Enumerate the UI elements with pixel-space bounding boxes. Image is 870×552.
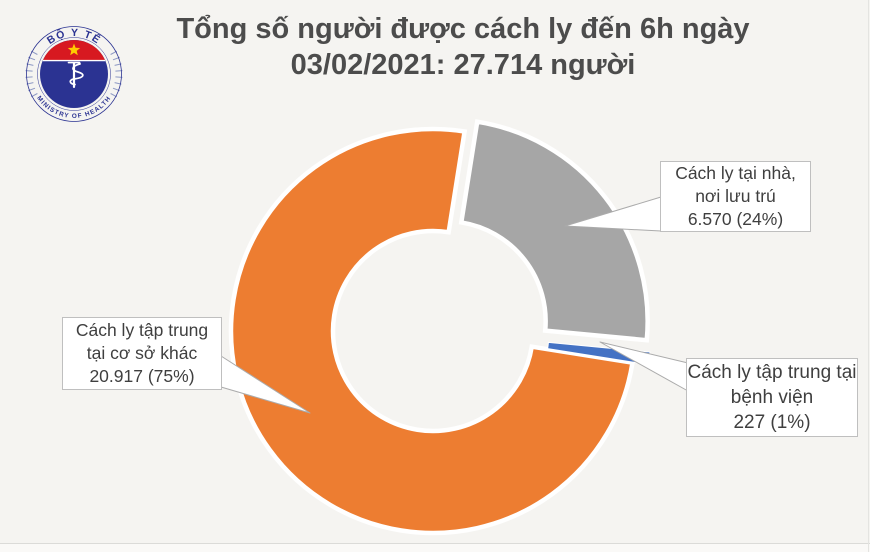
callout-home-line-1: Cách ly tại nhà,: [675, 162, 796, 183]
pie-slice-home: [458, 119, 650, 343]
page-title: Tổng số người được cách ly đến 6h ngày 0…: [56, 11, 870, 83]
callout-home-value: 6.570 (24%): [687, 209, 784, 230]
ministry-of-health-logo: BỘ Y TẾ MINISTRY OF HEALTH: [25, 26, 123, 122]
title-line-1: Tổng số người được cách ly đến 6h ngày: [176, 13, 750, 45]
callout-hospital-value: 227 (1%): [733, 412, 811, 434]
logo-star-icon: [67, 43, 81, 56]
page-bottom-strip: [0, 544, 870, 552]
title-line-2: 03/02/2021: 27.714 người: [290, 49, 636, 81]
logo-asclepius-staff-icon: [67, 61, 84, 88]
callout-other-facility: Cách ly tập trung tại cơ sở khác 20.917 …: [62, 317, 222, 390]
callout-other-line-1: Cách ly tập trung: [75, 319, 209, 340]
callout-hospital-line-1: Cách ly tập trung tại: [687, 361, 857, 383]
callout-hospital: Cách ly tập trung tại bệnh viện 227 (1%): [686, 358, 858, 437]
callout-home-line-2: nơi lưu trú: [695, 185, 776, 206]
callout-other-value: 20.917 (75%): [89, 366, 195, 387]
callout-other-line-2: tại cơ sở khác: [86, 342, 198, 363]
page-bottom-edge: [0, 543, 870, 544]
callout-hospital-line-2: bệnh viện: [730, 386, 814, 408]
pie-slice-other: [228, 126, 636, 536]
page-right-edge: [868, 0, 869, 552]
callout-home-quarantine: Cách ly tại nhà, nơi lưu trú 6.570 (24%): [660, 161, 811, 232]
logo-inner-ring: [37, 37, 111, 111]
logo-outer-ring: [26, 26, 122, 122]
